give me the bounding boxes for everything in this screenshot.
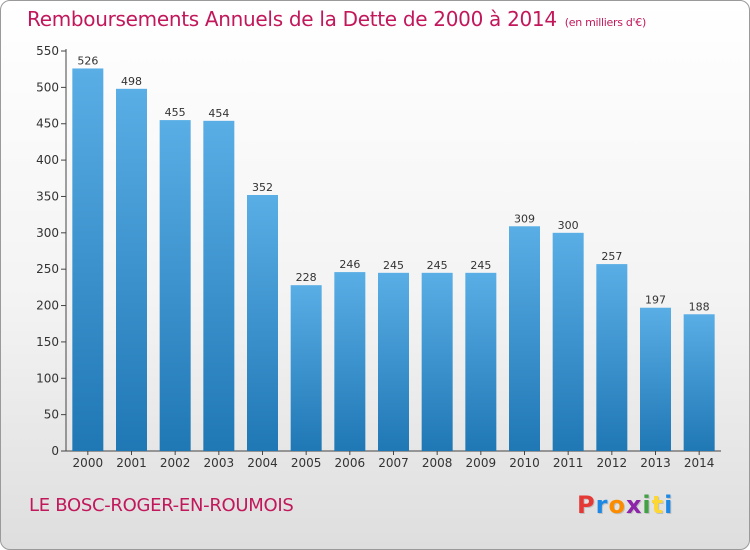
x-tick-label: 2013 bbox=[640, 456, 671, 470]
bar bbox=[378, 272, 409, 451]
bar-value-label: 245 bbox=[383, 259, 404, 272]
logo-letter: r bbox=[595, 491, 609, 519]
x-tick-label: 2005 bbox=[291, 456, 322, 470]
bar bbox=[421, 272, 453, 451]
bar bbox=[203, 120, 235, 452]
y-tick-label: 550 bbox=[36, 44, 59, 58]
bar bbox=[683, 314, 715, 451]
y-tick-label: 150 bbox=[36, 335, 59, 349]
bar bbox=[72, 68, 104, 452]
x-tick-label: 2001 bbox=[116, 456, 147, 470]
x-tick-label: 2014 bbox=[684, 456, 715, 470]
unit-label: (en milliers d'€) bbox=[564, 16, 646, 29]
title-text: Remboursements Annuels de la Dette de 20… bbox=[27, 7, 557, 31]
x-tick-label: 2000 bbox=[73, 456, 104, 470]
y-tick-label: 50 bbox=[44, 408, 59, 422]
logo-letter: P bbox=[577, 491, 596, 519]
logo-letter: i bbox=[664, 491, 674, 519]
chart-title: Remboursements Annuels de la Dette de 20… bbox=[27, 7, 646, 31]
bar bbox=[159, 120, 191, 451]
bar bbox=[596, 264, 628, 451]
y-tick-label: 400 bbox=[36, 153, 59, 167]
bar-value-label: 257 bbox=[601, 250, 622, 263]
y-tick-label: 450 bbox=[36, 117, 59, 131]
logo-letter: i bbox=[642, 491, 652, 519]
bar bbox=[116, 88, 147, 452]
axes: 0 50 100 150 200 250 300 350 400 450 500 550 2000 200… bbox=[36, 44, 721, 470]
x-tick-label: 2012 bbox=[597, 456, 628, 470]
logo-letter: o bbox=[608, 491, 626, 519]
x-tick-label: 2006 bbox=[335, 456, 366, 470]
bar bbox=[640, 307, 671, 451]
bar bbox=[290, 285, 322, 451]
bar-value-label: 352 bbox=[252, 181, 273, 194]
bar-value-label: 309 bbox=[514, 212, 535, 225]
x-tick-label: 2010 bbox=[509, 456, 540, 470]
bar-value-label: 300 bbox=[558, 219, 579, 232]
bar-value-label: 245 bbox=[427, 259, 448, 272]
x-tick-label: 2003 bbox=[204, 456, 235, 470]
y-tick-label: 350 bbox=[36, 189, 59, 203]
y-tick-label: 100 bbox=[36, 371, 59, 385]
bar-value-label: 197 bbox=[645, 294, 666, 307]
y-tick-label: 0 bbox=[51, 444, 59, 458]
y-tick-label: 250 bbox=[36, 262, 59, 276]
y-tick-label: 300 bbox=[36, 226, 59, 240]
y-tick-label: 500 bbox=[36, 80, 59, 94]
x-tick-label: 2011 bbox=[553, 456, 584, 470]
bar-value-label: 526 bbox=[77, 54, 98, 67]
x-tick-label: 2004 bbox=[247, 456, 278, 470]
commune-name: LE BOSC-ROGER-EN-ROUMOIS bbox=[29, 495, 294, 516]
logo-letter: t bbox=[651, 491, 665, 519]
bar-value-label: 246 bbox=[339, 258, 360, 271]
y-tick-label: 200 bbox=[36, 299, 59, 313]
x-tick-label: 2009 bbox=[466, 456, 497, 470]
proxiti-logo: Proxiti bbox=[577, 491, 673, 519]
bar bbox=[247, 195, 278, 451]
x-tick-label: 2008 bbox=[422, 456, 453, 470]
x-tick-label: 2007 bbox=[378, 456, 409, 470]
bar bbox=[334, 272, 366, 451]
bar-value-label: 228 bbox=[296, 271, 317, 284]
bar bbox=[552, 232, 584, 451]
bars: 526 498 455 454 352 228 246 245 245 245 309 300 257 1… bbox=[72, 54, 715, 452]
bar-value-label: 498 bbox=[121, 75, 142, 88]
bar-value-label: 245 bbox=[470, 259, 491, 272]
bar bbox=[509, 226, 540, 451]
x-tick-label: 2002 bbox=[160, 456, 191, 470]
bar-value-label: 454 bbox=[208, 107, 229, 120]
bar bbox=[465, 272, 497, 451]
bar-value-label: 455 bbox=[165, 106, 186, 119]
logo-letter: x bbox=[625, 491, 643, 519]
bar-value-label: 188 bbox=[689, 300, 710, 313]
